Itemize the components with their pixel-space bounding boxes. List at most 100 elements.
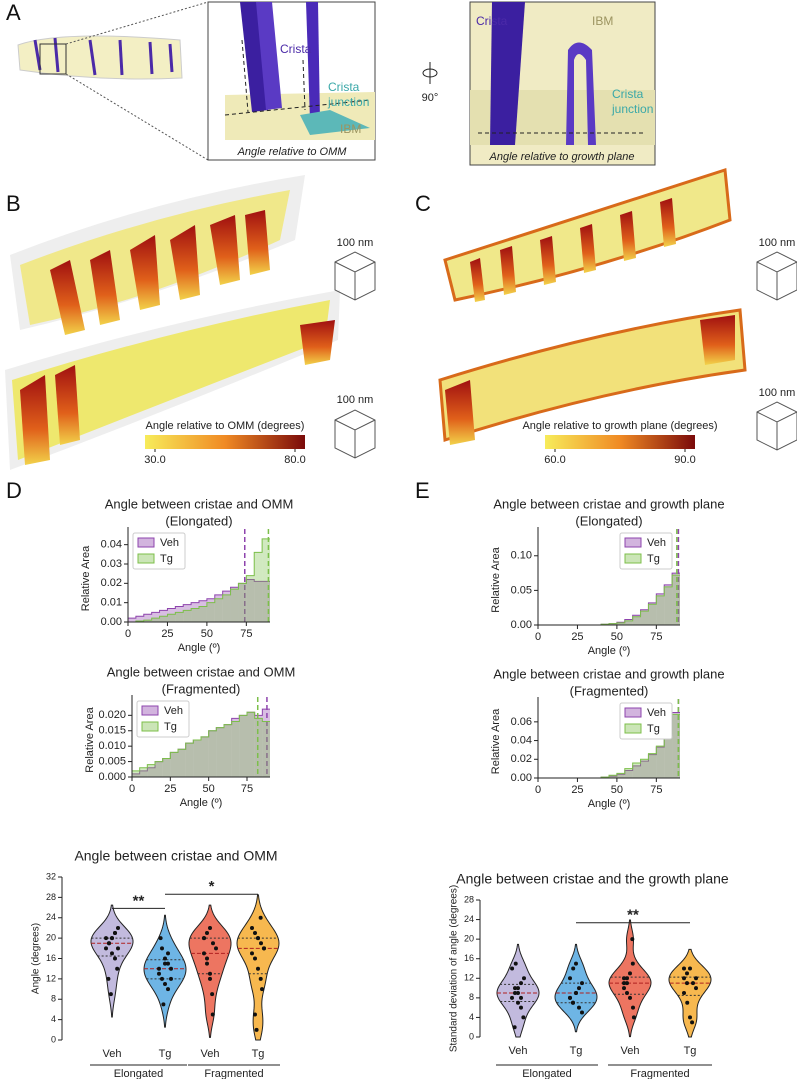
label: junction [611,102,653,116]
chart-title: Angle between cristae and OMM [107,664,296,679]
data-point [682,966,686,971]
data-point [568,976,572,981]
legend-label: Tg [160,553,173,565]
data-point [115,966,120,971]
bar [262,581,270,622]
label: Crista [612,87,644,101]
bar [175,606,184,622]
bar [632,616,641,625]
bar [143,614,152,622]
x-tick-label: 75 [241,783,253,795]
bar [624,619,633,625]
bar [247,712,255,777]
data-point [163,961,167,966]
legend-box [619,532,673,570]
bar [151,618,160,622]
chart-title: Angle between cristae and OMM [105,496,294,511]
bar [175,612,184,622]
data-point [521,1015,526,1020]
label: junction [327,95,369,109]
bar [672,573,680,625]
y-tick-label: 16 [464,953,474,963]
legend-swatch [141,705,159,716]
data-point [522,976,526,981]
y-tick-label: 8 [51,994,56,1004]
legend-label: Veh [647,537,666,549]
data-point [110,936,114,941]
group-label: Fragmented [204,1068,263,1079]
y-tick-label: 0.04 [511,734,532,746]
bar [656,593,665,625]
bar [214,598,223,622]
data-point [688,1015,692,1020]
y-tick-label: 12 [46,973,56,983]
y-tick-label: 8 [469,992,474,1002]
bar [640,761,649,778]
bar [609,623,617,625]
data-point [512,1025,517,1030]
data-point [205,961,209,966]
bar [632,763,641,778]
data-point [513,990,517,995]
bar [193,740,201,777]
bar [185,743,194,777]
data-point [685,981,689,986]
colorbar-label: Angle relative to growth plane (degrees) [522,420,717,432]
panel-label: E [415,478,430,503]
bar [230,589,239,622]
violin [143,914,187,1028]
x-tick-label: Veh [509,1045,528,1057]
bar [132,770,140,777]
data-point [628,971,632,976]
y-tick-label: 0.04 [101,539,122,551]
data-point [574,990,578,995]
bar [155,761,163,777]
data-point [510,995,514,1000]
bar [199,606,207,622]
legend-swatch [624,707,642,718]
x-tick-label: 25 [161,628,173,640]
chart-subtitle: (Elongated) [575,513,642,528]
bar [238,583,247,622]
x-axis-label: Angle (º) [588,798,631,810]
legend-swatch [137,553,155,564]
y-tick-label: 0.000 [98,771,126,783]
cube [334,251,797,459]
bar [191,608,199,622]
x-tick-label: 50 [611,631,623,643]
data-point [691,981,695,986]
legend-swatch [624,537,642,548]
bar [191,602,199,622]
data-point [519,995,523,1000]
data-point [256,966,260,971]
scale-label: 100 nm [337,237,374,249]
x-tick-label: Tg [252,1048,265,1060]
data-point [625,981,629,986]
colorbar-tick-label: 80.0 [284,454,305,466]
y-tick-label: 0.03 [101,558,122,570]
data-point [253,931,257,936]
data-point [208,976,212,981]
data-point [685,1000,690,1005]
bar [664,584,673,625]
bar [162,758,171,777]
label: Crista [328,80,360,94]
data-point [260,987,265,992]
data-point [252,1012,257,1017]
data-point [625,976,629,981]
data-point [166,987,170,992]
y-tick-label: 0.02 [511,753,532,765]
y-tick-label: 0.01 [101,597,122,609]
bar [672,714,680,778]
data-point [113,931,117,936]
bar [231,718,240,777]
bar [624,620,633,625]
data-point [510,966,515,971]
bar [656,746,665,778]
y-axis-label: Relative Area [490,546,502,612]
rendering-c [438,168,747,445]
bar [616,774,625,778]
bar [147,767,155,777]
scale-label: 100 nm [759,237,796,249]
y-tick-label: 0.020 [98,709,126,721]
